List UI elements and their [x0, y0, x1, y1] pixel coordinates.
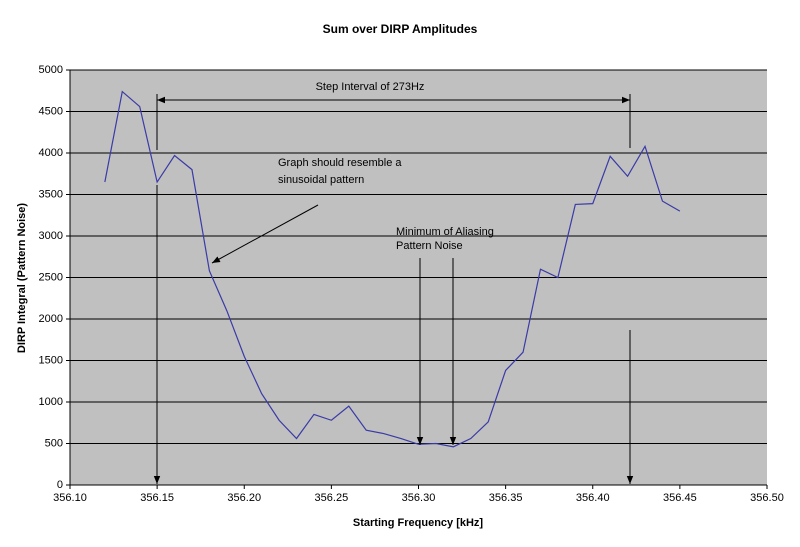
annotations: Step Interval of 273Hz Graph should rese…: [153, 81, 634, 484]
x-tick-label: 356.25: [315, 492, 349, 504]
x-tick-label: 356.15: [140, 492, 174, 504]
pointer-arrow: [211, 204, 319, 264]
y-tick-label: 5000: [39, 64, 63, 76]
y-tick-label: 4500: [39, 105, 63, 117]
annotation: sinusoidal pattern: [278, 174, 364, 186]
x-tick-label: 356.50: [750, 492, 784, 504]
annotation: Minimum of Aliasing: [396, 226, 494, 238]
x-tick-label: 356.40: [576, 492, 610, 504]
x-tick-label: 356.10: [53, 492, 87, 504]
y-tick-label: 3000: [39, 230, 63, 242]
chart-title: Sum over DIRP Amplitudes: [323, 22, 478, 36]
y-axis-label: DIRP Integral (Pattern Noise): [16, 203, 28, 353]
x-tick-label: 356.35: [489, 492, 523, 504]
x-tick-label: 356.20: [227, 492, 261, 504]
annotation: Step Interval of 273Hz: [316, 81, 425, 93]
y-tick-label: 2000: [39, 313, 63, 325]
x-axis-label: Starting Frequency [kHz]: [353, 517, 484, 529]
annotation: Pattern Noise: [396, 240, 463, 252]
y-tick-label: 1500: [39, 354, 63, 366]
y-tick-label: 500: [45, 437, 63, 449]
y-tick-label: 1000: [39, 396, 63, 408]
x-tick-label: 356.45: [663, 492, 697, 504]
y-tick-label: 3500: [39, 188, 63, 200]
x-tick-label: 356.30: [402, 492, 436, 504]
y-tick-label: 2500: [39, 271, 63, 283]
data-line: [104, 90, 681, 448]
annotation: Graph should resemble a: [278, 157, 402, 169]
y-tick-label: 0: [57, 479, 63, 491]
y-tick-label: 4000: [39, 147, 63, 159]
